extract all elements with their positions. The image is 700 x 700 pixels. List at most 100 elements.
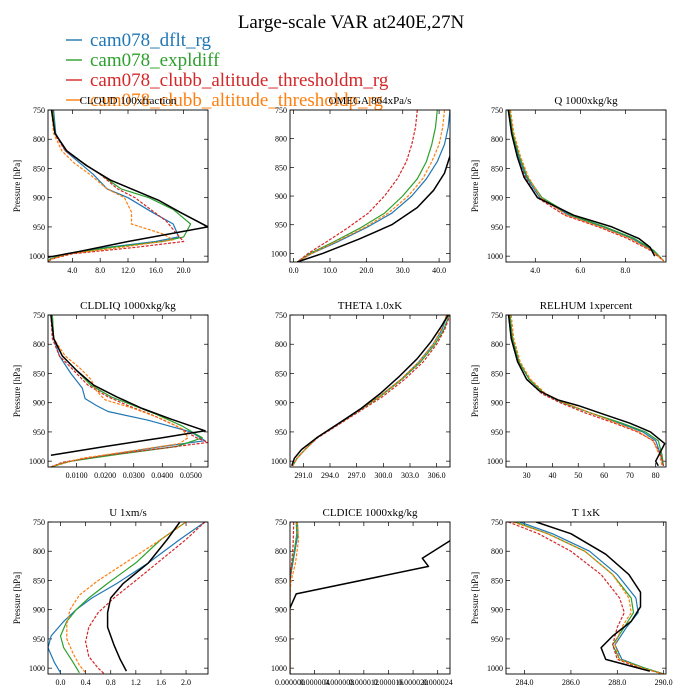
series-line-reference (291, 315, 449, 467)
panel-title: OMEGA 864xPa/s (329, 95, 412, 107)
series-line-cam078_clubb_altitude_thresholdm_rg (507, 110, 665, 262)
x-tick-label: 0.0500 (180, 471, 202, 480)
series-line-cam078_dflt_rg (50, 315, 206, 467)
x-tick-label: 288.0 (608, 678, 626, 687)
series-line-reference (507, 315, 666, 467)
y-tick-label: 1000 (487, 252, 503, 261)
y-tick-label: 900 (491, 399, 503, 408)
plot-frame (505, 521, 667, 675)
series-line-cam078_expldiff (59, 522, 187, 674)
panel-title: THETA 1.0xK (338, 300, 403, 312)
chart-panel: CLDLIQ 1000xkg/kg Pressure [hPa] 750 800 850… (12, 300, 209, 480)
y-tick-label: 750 (491, 311, 503, 320)
x-tick-label: 12.0 (121, 266, 135, 275)
x-tick-label: 291.0 (294, 471, 312, 480)
y-tick-label: 750 (33, 311, 45, 320)
series-line-cam078_clubb_altitude_thresholdp_rg (296, 110, 446, 262)
panel-title: CLDLIQ 1000xkg/kg (80, 300, 176, 312)
x-tick-label: 30 (523, 471, 531, 480)
series-line-cam078_clubb_altitude_thresholdm_rg (296, 110, 418, 262)
y-tick-label: 950 (33, 635, 45, 644)
x-tick-label: 297.0 (348, 471, 366, 480)
x-tick-label: 0.0200 (94, 471, 116, 480)
y-tick-label: 900 (491, 606, 503, 615)
series-line-cam078_clubb_altitude_thresholdp_rg (48, 110, 174, 262)
x-tick-label: 70 (626, 471, 634, 480)
series-line-cam078_expldiff (292, 315, 450, 467)
series-line-reference (106, 522, 181, 672)
y-tick-label: 950 (491, 428, 503, 437)
x-tick-label: 0.000000 (275, 678, 305, 687)
panel-title: CLOUD 100xfraction (80, 95, 177, 107)
y-tick-label: 1000 (29, 252, 45, 261)
x-tick-label: 0.0 (289, 266, 299, 275)
series-line-cam078_clubb_altitude_thresholdp_rg (292, 315, 447, 467)
series-line-cam078_expldiff (509, 315, 664, 466)
y-axis-label: Pressure [hPa] (470, 160, 480, 212)
y-tick-label: 800 (491, 547, 503, 556)
y-axis-label: Pressure [hPa] (470, 572, 480, 624)
panels: CLOUD 100xfraction Pressure [hPa] 750 800 85… (12, 95, 673, 687)
y-tick-label: 800 (275, 340, 287, 349)
plot-frame (505, 109, 667, 263)
plot-frame (47, 314, 209, 468)
x-tick-label: 0.8 (106, 678, 116, 687)
plot-frame (289, 109, 451, 263)
x-tick-label: 30.0 (396, 266, 410, 275)
y-tick-label: 950 (491, 223, 503, 232)
x-tick-label: 40.0 (432, 266, 446, 275)
y-tick-label: 900 (275, 606, 287, 615)
chart-panel: THETA 1.0xK 750 800 850 900 950 1000 291.0 294.0… (271, 300, 451, 480)
y-tick-label: 950 (491, 635, 503, 644)
series-line-cam078_dflt_rg (509, 315, 664, 466)
chart-panel: CLDICE 1000xkg/kg 750 800 850 900 950 1000 0.00… (271, 507, 453, 687)
x-tick-label: 0.000012 (349, 678, 379, 687)
figure-title: Large-scale VAR at240E,27N (238, 12, 465, 33)
y-tick-label: 950 (275, 428, 287, 437)
series-line-cam078_clubb_altitude_thresholdp_rg (290, 522, 300, 674)
x-tick-label: 60 (600, 471, 608, 480)
x-tick-label: 290.0 (655, 678, 673, 687)
series-line-cam078_dflt_rg (48, 522, 206, 674)
series-line-reference (297, 138, 450, 262)
legend-label: cam078_clubb_altitude_thresholdp_rg (90, 90, 384, 111)
y-tick-label: 1000 (29, 457, 45, 466)
series-line-cam078_clubb_altitude_thresholdp_rg (50, 315, 189, 467)
series-line-reference (48, 110, 208, 259)
x-tick-label: 1.2 (131, 678, 141, 687)
y-axis-label: Pressure [hPa] (12, 572, 22, 624)
panel-title: RELHUM 1xpercent (540, 300, 633, 312)
y-tick-label: 900 (33, 194, 45, 203)
x-tick-label: 300.0 (374, 471, 392, 480)
y-tick-label: 800 (33, 340, 45, 349)
plot-frame (505, 314, 667, 468)
y-tick-label: 1000 (487, 664, 503, 673)
y-tick-label: 1000 (487, 457, 503, 466)
x-tick-label: 306.0 (428, 471, 446, 480)
series-line-cam078_expldiff (290, 522, 298, 674)
y-tick-label: 850 (491, 164, 503, 173)
x-tick-label: 0.000004 (300, 678, 330, 687)
x-tick-label: 303.0 (401, 471, 419, 480)
x-tick-label: 4.0 (67, 266, 77, 275)
x-tick-label: 0.0100 (66, 471, 88, 480)
y-tick-label: 900 (33, 606, 45, 615)
y-axis-label: Pressure [hPa] (470, 365, 480, 417)
x-tick-label: 284.0 (516, 678, 534, 687)
y-tick-label: 1000 (29, 664, 45, 673)
y-tick-label: 750 (275, 518, 287, 527)
chart-panel: Q 1000xkg/kg Pressure [hPa] 750 800 850 900 95… (470, 95, 667, 275)
x-tick-label: 0.000020 (398, 678, 428, 687)
y-tick-label: 850 (275, 163, 287, 172)
legend-label: cam078_dflt_rg (90, 30, 212, 51)
x-tick-label: 2.0 (181, 678, 191, 687)
y-tick-label: 750 (33, 106, 45, 115)
y-tick-label: 850 (275, 576, 287, 585)
x-tick-label: 0.0400 (151, 471, 173, 480)
plot-frame (47, 109, 209, 263)
series-line-cam078_clubb_altitude_thresholdm_rg (508, 315, 664, 466)
y-tick-label: 750 (491, 518, 503, 527)
series-line-cam078_clubb_altitude_thresholdm_rg (290, 522, 295, 674)
y-tick-label: 850 (33, 369, 45, 378)
legend: cam078_dflt_rgcam078_expldiffcam078_club… (66, 30, 389, 111)
